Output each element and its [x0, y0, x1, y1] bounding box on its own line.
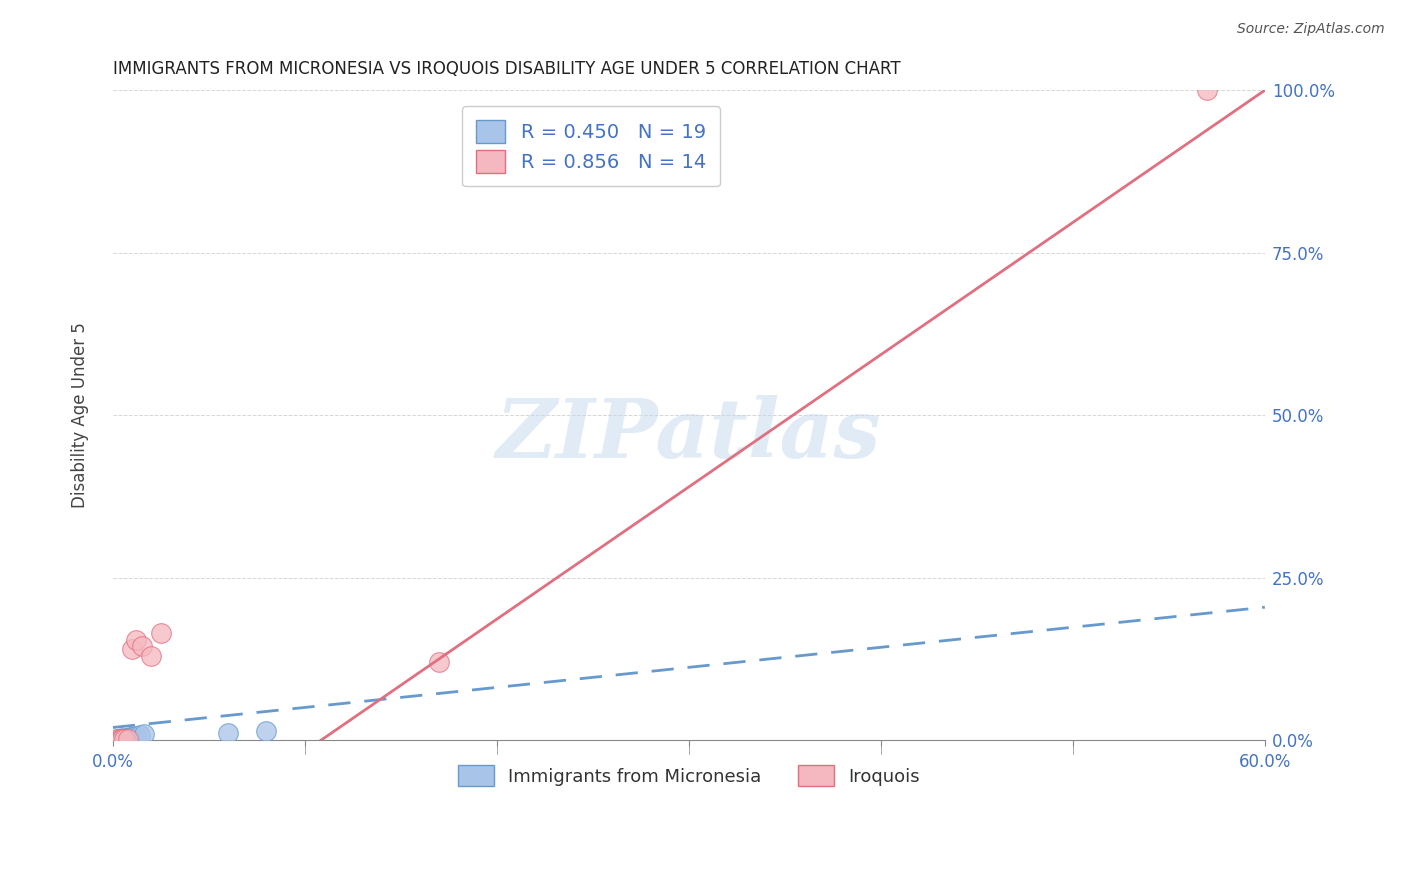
Point	[117, 731, 139, 746]
Point	[120, 731, 142, 745]
Point	[107, 732, 129, 747]
Point	[111, 731, 134, 746]
Point	[217, 725, 239, 739]
Point	[117, 731, 139, 746]
Point	[104, 732, 127, 747]
Point	[112, 731, 135, 746]
Point	[141, 648, 163, 663]
Point	[125, 632, 148, 647]
Text: IMMIGRANTS FROM MICRONESIA VS IROQUOIS DISABILITY AGE UNDER 5 CORRELATION CHART: IMMIGRANTS FROM MICRONESIA VS IROQUOIS D…	[112, 60, 900, 78]
Point	[1197, 83, 1219, 97]
Point	[128, 728, 150, 742]
Point	[115, 731, 138, 745]
Point	[107, 732, 129, 747]
Point	[105, 732, 128, 747]
Point	[105, 732, 128, 747]
Point	[110, 732, 132, 747]
Point	[107, 731, 129, 746]
Point	[132, 727, 155, 741]
Legend: Immigrants from Micronesia, Iroquois: Immigrants from Micronesia, Iroquois	[450, 758, 927, 793]
Point	[105, 732, 128, 747]
Point	[104, 732, 127, 747]
Point	[121, 642, 143, 657]
Point	[125, 729, 148, 743]
Point	[131, 639, 153, 653]
Point	[256, 723, 278, 738]
Y-axis label: Disability Age Under 5: Disability Age Under 5	[72, 322, 89, 508]
Point	[111, 732, 134, 747]
Point	[112, 732, 135, 747]
Text: Source: ZipAtlas.com: Source: ZipAtlas.com	[1237, 22, 1385, 37]
Text: ZIPatlas: ZIPatlas	[496, 395, 882, 475]
Point	[427, 656, 450, 670]
Point	[110, 732, 132, 747]
Point	[111, 731, 134, 745]
Point	[149, 626, 172, 640]
Point	[110, 731, 132, 746]
Point	[121, 730, 143, 744]
